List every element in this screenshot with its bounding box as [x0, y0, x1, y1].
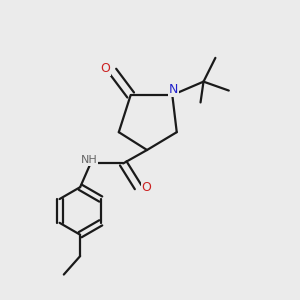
Text: NH: NH	[81, 155, 98, 165]
Text: O: O	[142, 181, 152, 194]
Text: O: O	[100, 62, 110, 75]
Text: N: N	[169, 83, 178, 96]
